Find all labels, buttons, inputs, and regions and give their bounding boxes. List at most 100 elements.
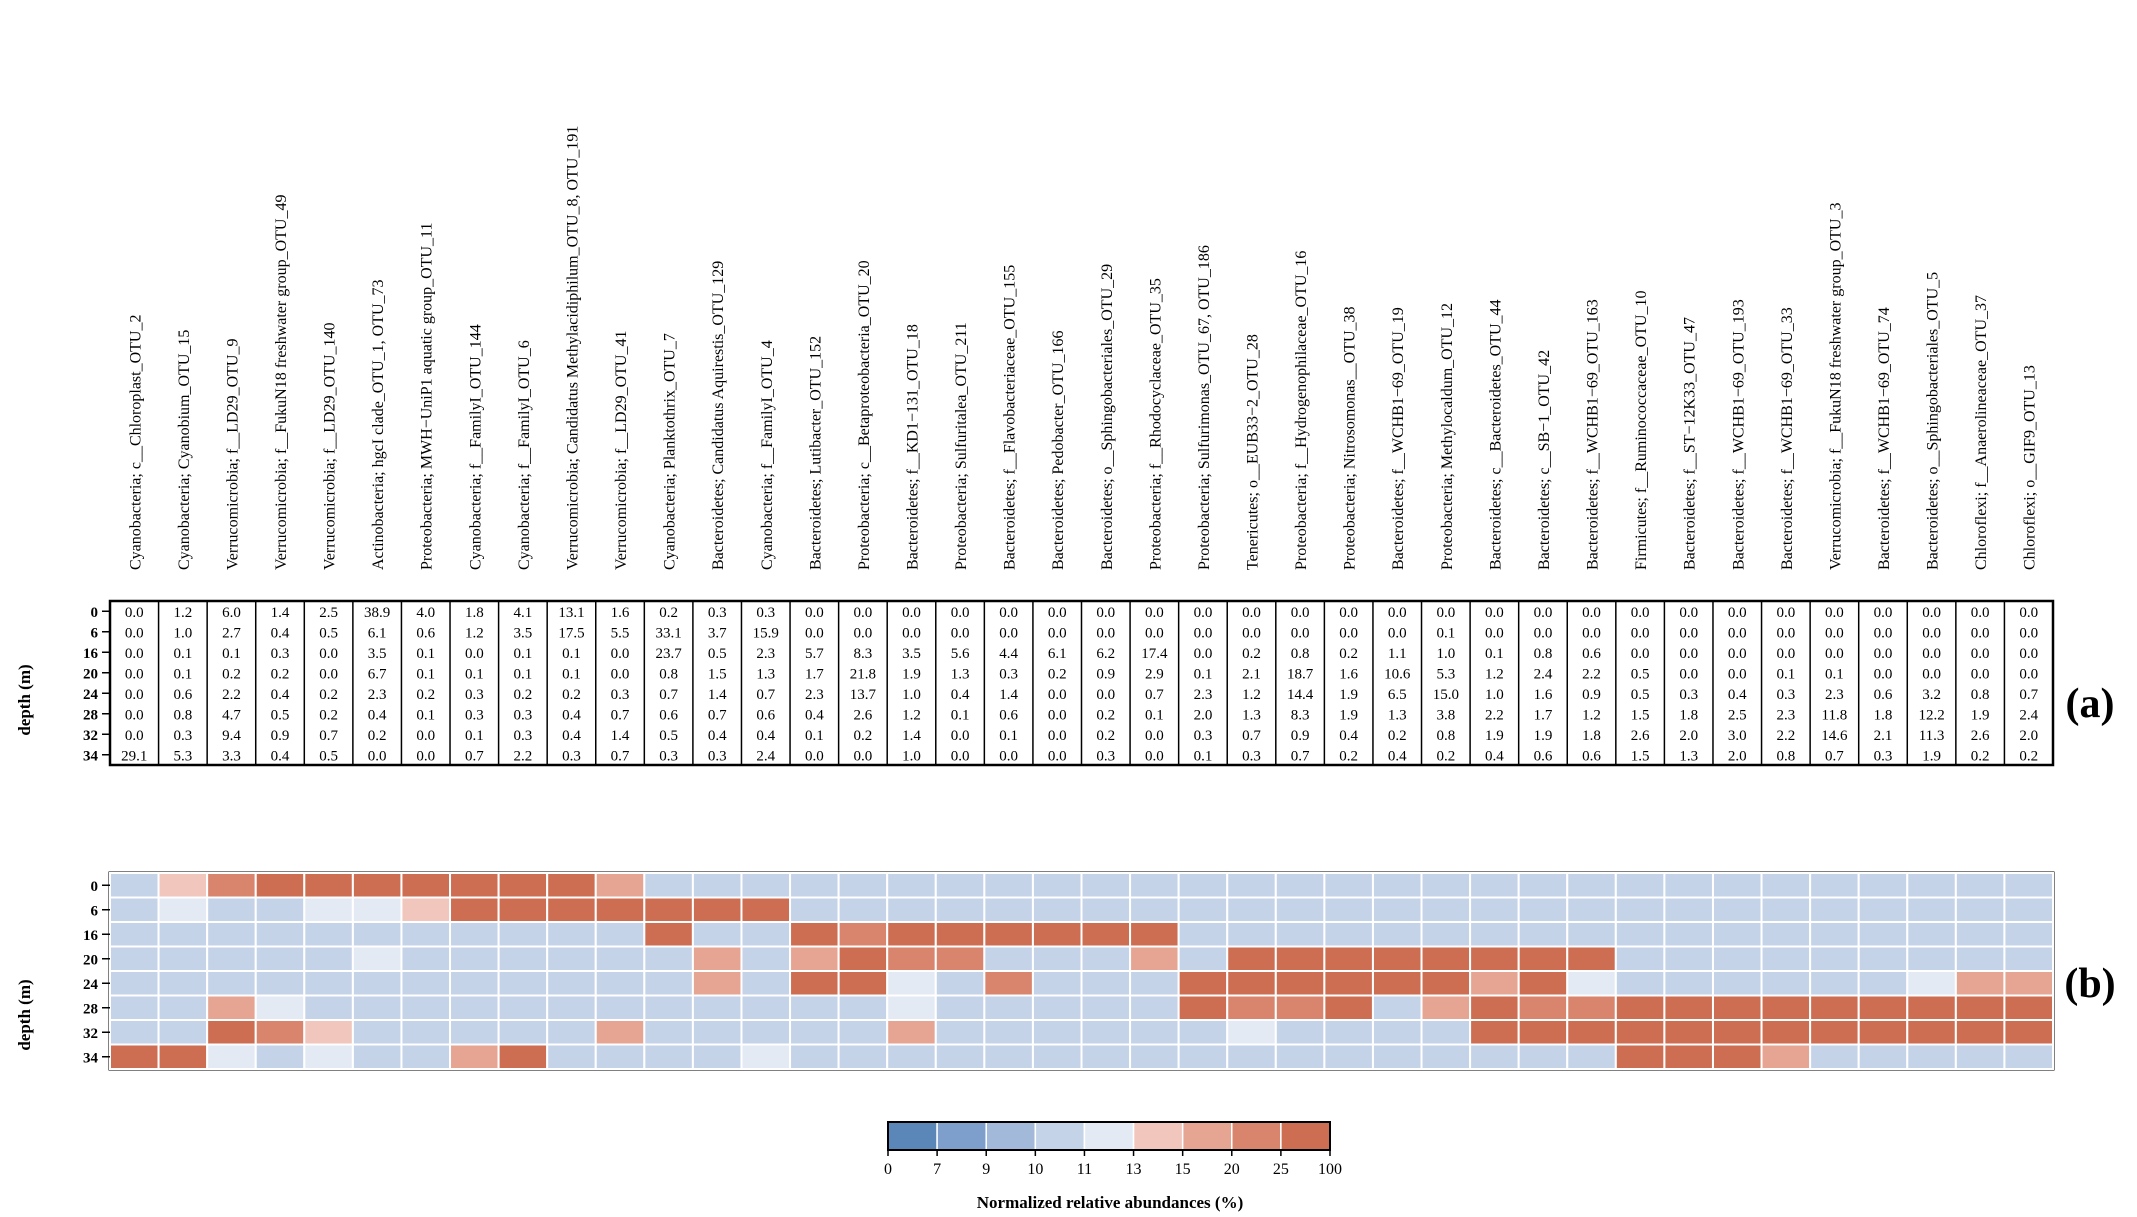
heatmap-cell: [546, 945, 597, 972]
table-cell-value: 0.1: [1145, 707, 1164, 723]
heatmap-cell: [1080, 994, 1132, 1021]
heatmap-cell: [1614, 872, 1666, 899]
heatmap-cell: [400, 970, 452, 997]
table-row-label: 0: [91, 605, 99, 621]
table-cell-value: 0.8: [1436, 728, 1455, 744]
table-cell-value: 0.3: [611, 687, 630, 703]
panel-label-a: (a): [2066, 681, 2115, 727]
table-cell-value: 2.7: [222, 625, 241, 641]
table-cell-value: 2.3: [368, 687, 387, 703]
table-cell-value: 6.5: [1388, 687, 1407, 703]
table-cell-value: 0.2: [1242, 646, 1261, 662]
heatmap-cell: [1080, 945, 1132, 972]
heatmap-cell: [1760, 1019, 1812, 1046]
table-cell-value: 0.0: [1388, 605, 1407, 621]
heatmap-cell: [1469, 896, 1520, 923]
table-cell-value: 0.0: [2019, 646, 2038, 662]
table-cell-value: 1.2: [902, 707, 921, 723]
table-cell-value: 1.2: [465, 625, 484, 641]
table-cell-value: 0.1: [1485, 646, 1504, 662]
table-cell-value: 0.0: [1971, 666, 1990, 682]
table-cell-value: 1.0: [902, 748, 921, 764]
heatmap-cell: [594, 896, 646, 923]
heatmap-cell: [837, 970, 889, 997]
table-cell-value: 0.4: [271, 748, 290, 764]
column-label: Chloroflexi; o__GIF9_OTU_13: [2022, 365, 2039, 570]
table-cell-value: 1.5: [1631, 707, 1650, 723]
table-cell-value: 4.4: [999, 646, 1018, 662]
heatmap-cell: [837, 1043, 889, 1070]
heatmap-cell: [449, 896, 500, 923]
table-cell-value: 18.7: [1287, 666, 1314, 682]
heatmap-cell: [886, 921, 937, 948]
heatmap-cell: [206, 1043, 257, 1070]
heatmap-cell: [449, 945, 500, 972]
heatmap-cell: [886, 1043, 937, 1070]
table-cell-value: 1.7: [805, 666, 824, 682]
heatmap-cell: [1274, 970, 1326, 997]
heatmap-cell: [303, 1043, 354, 1070]
table-row-label: 24: [83, 687, 99, 703]
heatmap-cell: [1274, 945, 1326, 972]
heatmap-cell: [934, 994, 986, 1021]
table-cell-value: 0.4: [708, 728, 727, 744]
heatmap-cell: [1274, 896, 1326, 923]
heatmap-cell: [1566, 945, 1617, 972]
table-cell-value: 0.0: [125, 687, 144, 703]
heatmap-cell: [1323, 872, 1374, 899]
column-label: Proteobacteria; Sulfurimonas_OTU_67, OTU…: [1196, 245, 1213, 570]
heatmap-cell: [1566, 1043, 1617, 1070]
heatmap-cell: [1469, 945, 1520, 972]
table-cell-value: 33.1: [655, 625, 681, 641]
table-cell-value: 0.2: [659, 605, 678, 621]
table-cell-value: 2.0: [2019, 728, 2038, 744]
table-cell-value: 0.2: [1971, 748, 1990, 764]
heatmap-cell: [983, 921, 1034, 948]
column-labels: Cyanobacteria; c__Chloroplast_OTU_2 Cyano…: [127, 126, 2038, 570]
heatmap-cell: [2003, 1019, 2055, 1046]
heatmap-cell: [934, 896, 986, 923]
heatmap-cell: [400, 1043, 452, 1070]
heatmap-cell: [1857, 921, 1909, 948]
table-cell-value: 14.4: [1287, 687, 1314, 703]
heatmap-cell: [1323, 945, 1374, 972]
table-cell-value: 0.0: [1145, 625, 1164, 641]
table-cell-value: 0.0: [416, 748, 435, 764]
heatmap-cell: [1177, 945, 1229, 972]
table-cell-value: 0.0: [416, 728, 435, 744]
heatmap-cell: [740, 945, 792, 972]
heatmap-cell: [2003, 970, 2055, 997]
heatmap-cell: [1371, 872, 1423, 899]
heatmap-cell: [1323, 1043, 1374, 1070]
column-label: Proteobacteria; f__Hydrogenophilaceae_OT…: [1293, 251, 1310, 570]
heatmap-cell: [1129, 1019, 1180, 1046]
heatmap-cell: [303, 945, 354, 972]
table-cell-value: 1.2: [1485, 666, 1504, 682]
heatmap-cell: [2003, 921, 2055, 948]
heatmap-cell: [789, 970, 840, 997]
table-cell-value: 0.0: [1825, 605, 1844, 621]
table-cell-value: 0.3: [708, 748, 727, 764]
heatmap-cell: [1177, 1043, 1229, 1070]
heatmap-row-label: 28: [83, 1001, 98, 1017]
table-cell-value: 0.0: [854, 605, 873, 621]
heatmap-cell: [1129, 921, 1180, 948]
table-cell-value: 0.8: [659, 666, 678, 682]
table-cell-value: 0.1: [1194, 666, 1213, 682]
heatmap-cell: [1420, 945, 1472, 972]
table-cell-value: 0.6: [1534, 748, 1553, 764]
heatmap-cell: [254, 896, 306, 923]
heatmap-cell: [1760, 994, 1812, 1021]
table-cell-value: 0.2: [416, 687, 435, 703]
heatmap-cell: [497, 1019, 549, 1046]
column-label: Cyanobacteria; c__Chloroplast_OTU_2: [127, 315, 144, 571]
table-row-label: 6: [91, 625, 99, 641]
heatmap-cell: [789, 994, 840, 1021]
heatmap-cell: [1469, 921, 1520, 948]
heatmap-cell: [1663, 1043, 1714, 1070]
table-ylabel: depth (m): [15, 664, 34, 735]
table-cell-value: 0.3: [173, 728, 192, 744]
heatmap-cell: [1614, 921, 1666, 948]
heatmap-cell: [1371, 1043, 1423, 1070]
heatmap-cell: [983, 1019, 1034, 1046]
